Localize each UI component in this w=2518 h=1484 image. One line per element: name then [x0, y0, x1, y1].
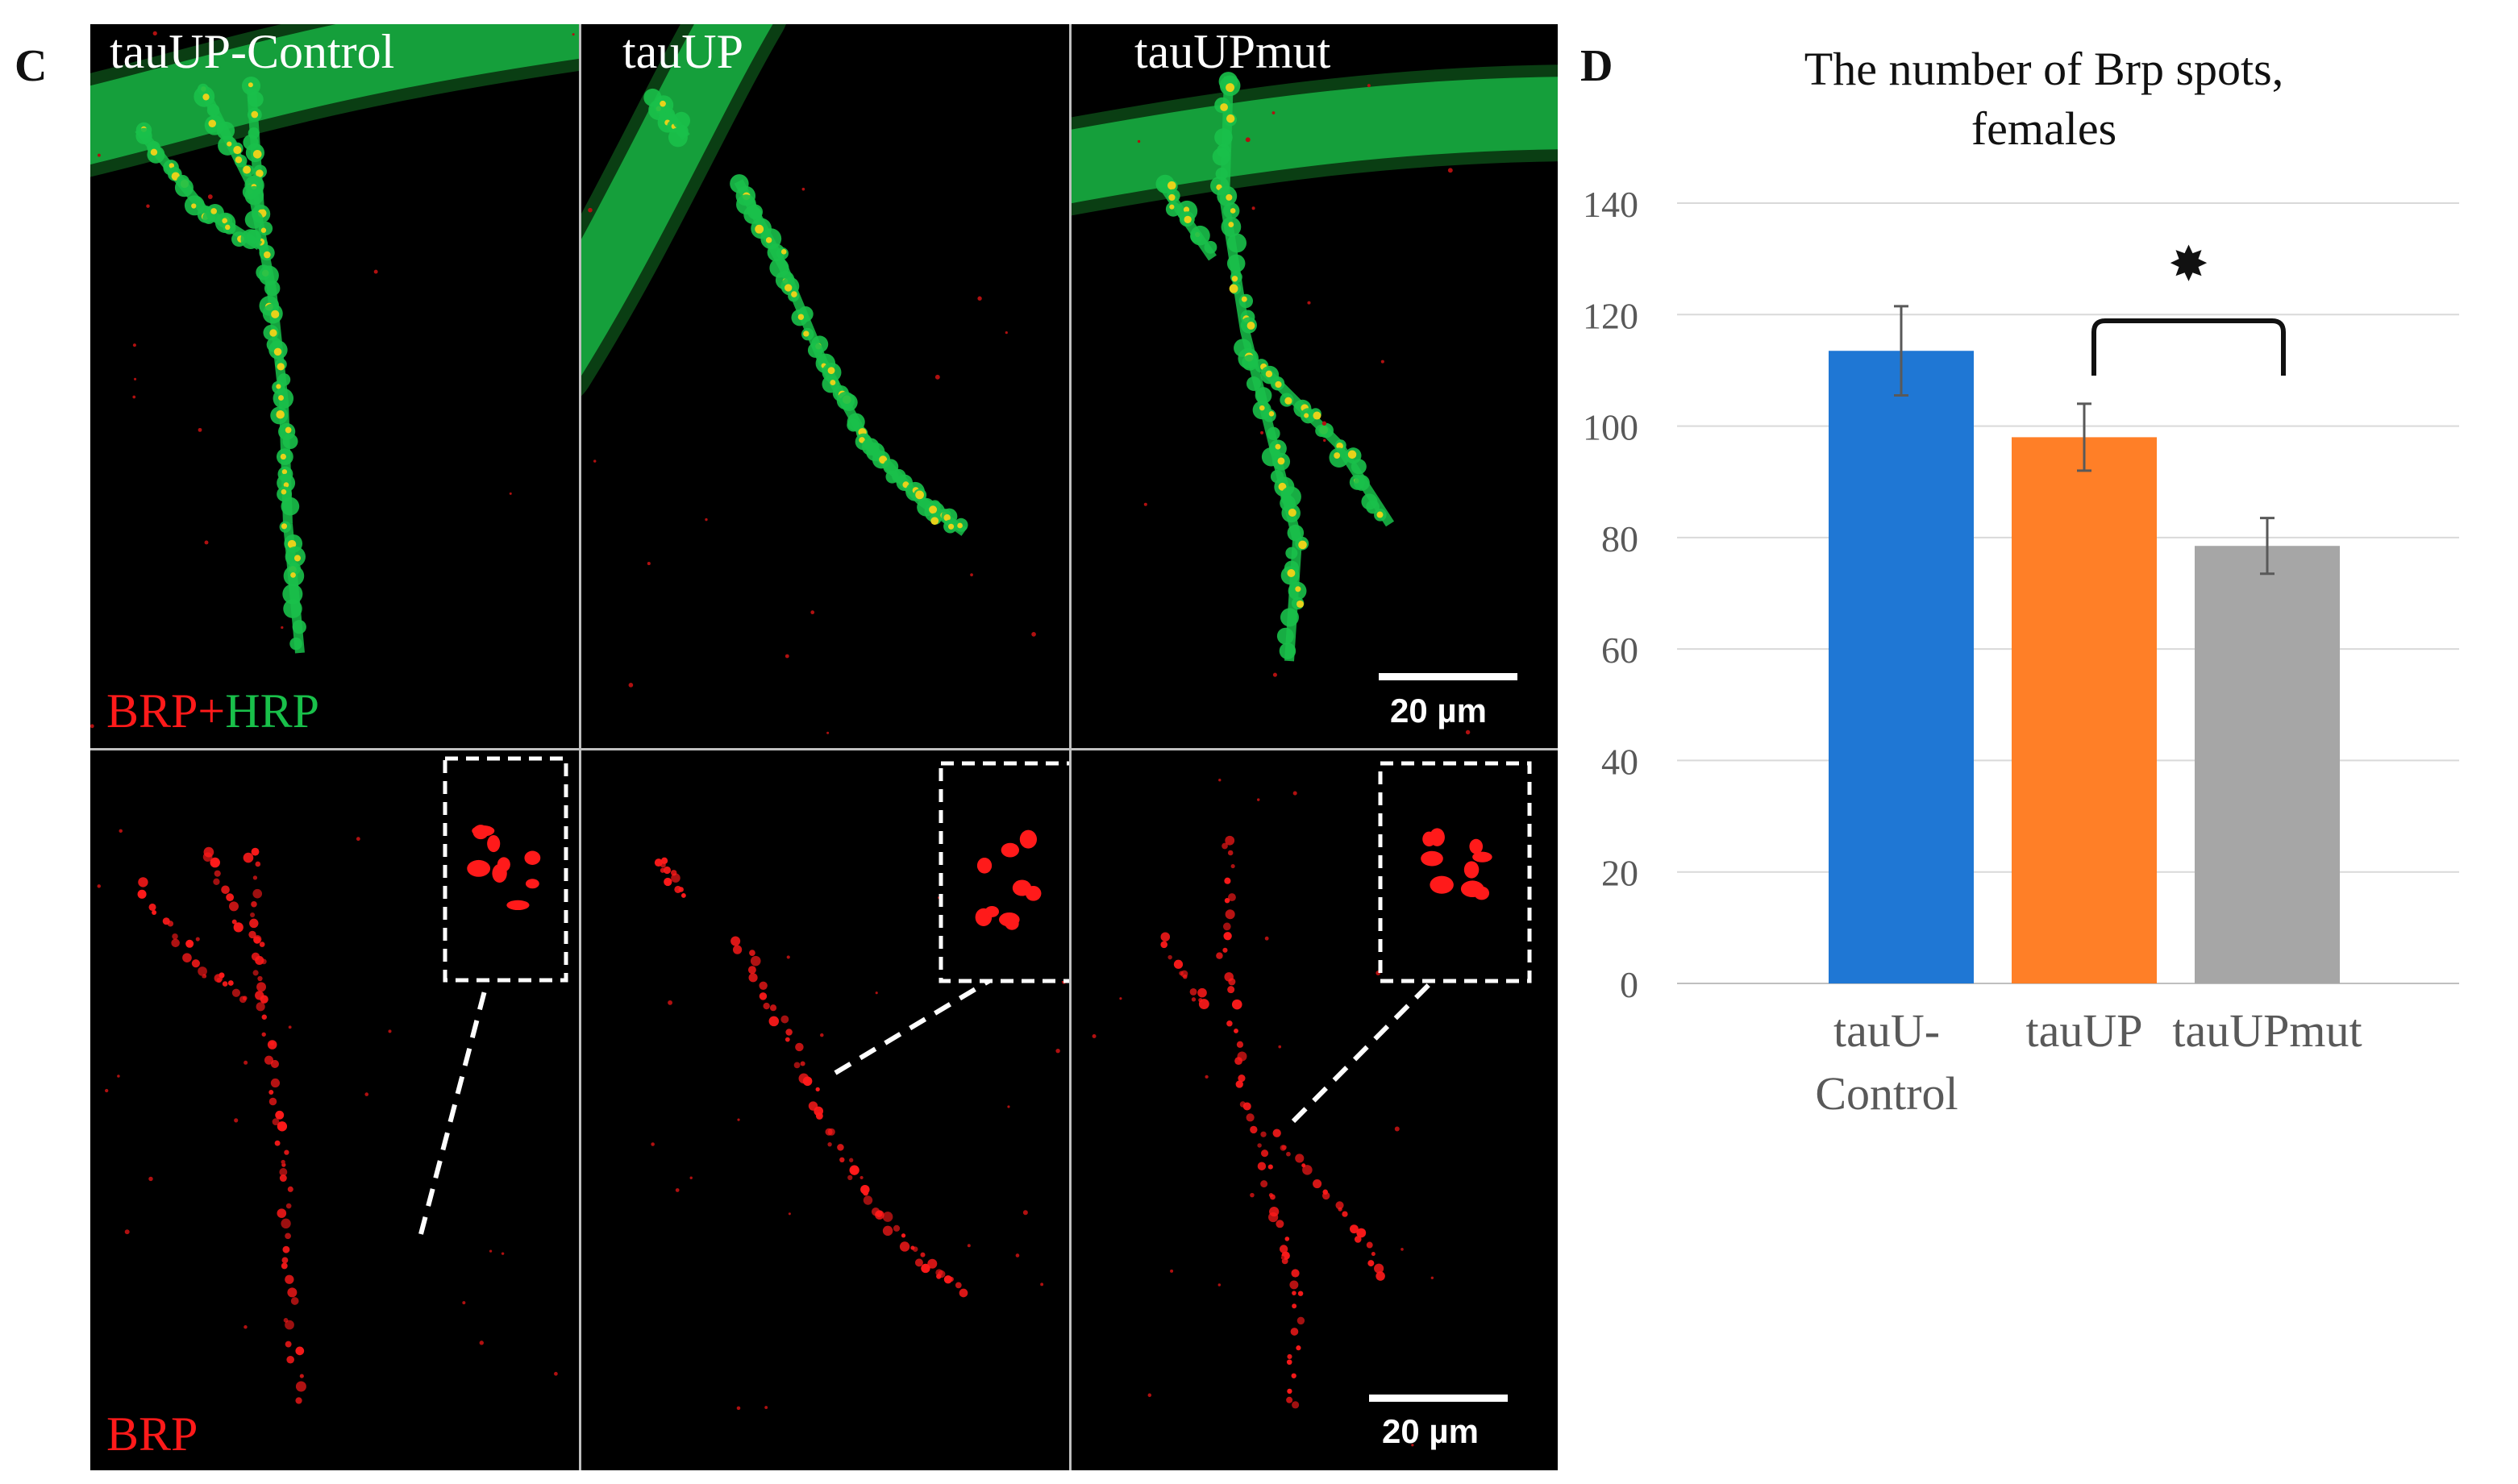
micrograph-top-tauupmut — [1072, 24, 1558, 748]
grid-divider — [1069, 24, 1072, 1470]
stain-brp: BRP — [106, 684, 198, 738]
micrograph-image — [651, 761, 1069, 1411]
x-tick-label: tauU-Control — [1815, 1004, 1958, 1120]
chart-title: The number of Brp spots, females — [1804, 43, 2283, 155]
stain-label-top: BRP+HRP — [106, 684, 319, 739]
stain-label-bottom: BRP — [106, 1407, 198, 1461]
micrograph-image — [581, 24, 1036, 734]
micrograph-image — [90, 24, 579, 729]
y-tick-label: 100 — [1583, 407, 1638, 448]
micrograph-grid: tauUP-Control tauUP tauUPmut BRP+HRP BRP… — [90, 24, 1558, 1470]
column-title-tauupmut: tauUPmut — [1134, 25, 1331, 78]
micrograph-bottom-tauup — [581, 750, 1069, 1470]
grid-divider — [90, 748, 1558, 750]
y-tick-label: 80 — [1601, 518, 1638, 559]
y-tick-label: 120 — [1583, 295, 1638, 336]
column-title-tauup: tauUP — [622, 25, 743, 78]
scale-bar-bottom — [1369, 1395, 1508, 1402]
micrograph-image — [1092, 761, 1532, 1447]
micrograph-top-control — [90, 24, 579, 748]
micrograph-bottom-control — [90, 750, 579, 1470]
bar-tauU-Control — [1829, 351, 1974, 983]
x-tick-label: tauUP — [2026, 1004, 2143, 1057]
panel-letter-c: C — [15, 41, 48, 91]
scale-bar-top-label: 20 µm — [1390, 692, 1487, 730]
bar-chart: The number of Brp spots, females 0 20 40 60 80… — [1583, 43, 2459, 1120]
y-tick-label: 140 — [1583, 184, 1638, 225]
significance-star: ✸ — [2168, 236, 2208, 293]
panel-letter-d: D — [1580, 41, 1613, 91]
stain-plus: + — [198, 684, 226, 738]
micrograph-image — [1072, 64, 1558, 735]
significance-bracket — [2091, 318, 2286, 376]
scale-bar-bottom-label: 20 µm — [1382, 1412, 1479, 1450]
micrograph-top-tauup — [581, 24, 1069, 748]
stain-hrp: HRP — [225, 684, 319, 738]
scale-bar-top — [1379, 673, 1517, 680]
y-tick-label: 20 — [1601, 853, 1638, 894]
grid-divider — [579, 24, 581, 1470]
y-tick-label: 60 — [1601, 630, 1638, 671]
bar-tauUP — [2012, 437, 2157, 983]
y-tick-label: 0 — [1620, 964, 1638, 1005]
micrograph-image — [97, 756, 568, 1404]
bar-tauUPmut — [2195, 546, 2340, 983]
y-tick-label: 40 — [1601, 741, 1638, 782]
micrograph-bottom-tauupmut — [1072, 750, 1558, 1470]
column-title-control: tauUP-Control — [110, 25, 395, 78]
x-tick-label: tauUPmut — [2172, 1004, 2362, 1057]
